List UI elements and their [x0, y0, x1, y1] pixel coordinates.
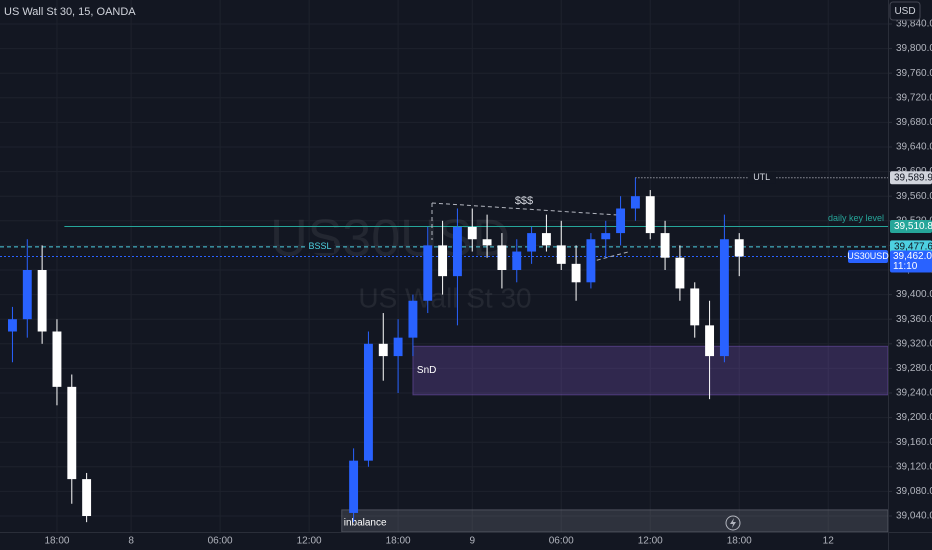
x-tick-label: 12:00: [638, 536, 663, 547]
candle-body: [660, 233, 670, 258]
candle-body: [630, 196, 640, 209]
watermark-name: US Wall St 30: [358, 282, 531, 313]
y-tick-label: 39,320.0: [896, 338, 932, 349]
candle-body: [467, 226, 477, 240]
candle-body: [616, 208, 626, 234]
level-price-label: 39,510.8: [894, 221, 932, 232]
x-tick-label: 18:00: [44, 536, 69, 547]
y-tick-label: 39,640.0: [896, 142, 932, 153]
alert-icon-bolt[interactable]: [730, 518, 736, 528]
symbol-label: US30USD: [847, 251, 889, 261]
trend-line: [431, 202, 619, 216]
y-tick-label: 39,120.0: [896, 461, 932, 472]
x-tick-label: 06:00: [208, 536, 233, 547]
x-tick-label: 06:00: [549, 536, 574, 547]
zones: SnD inbalance: [341, 345, 889, 533]
y-tick-label: 39,160.0: [896, 437, 932, 448]
candle-body: [363, 343, 373, 461]
currency-button-label[interactable]: USD: [894, 6, 915, 17]
candle-body: [556, 245, 566, 264]
price-axis-bg: [888, 0, 932, 550]
zone: [412, 345, 889, 396]
candle-body: [67, 386, 77, 480]
candle-body: [497, 245, 507, 270]
y-tick-label: 39,680.0: [896, 117, 932, 128]
candle-body: [393, 337, 403, 357]
level-name: BSSL: [308, 241, 331, 251]
candle-body: [586, 239, 596, 283]
candle-body: [22, 269, 32, 320]
candle-body: [423, 245, 433, 301]
y-tick-label: 39,400.0: [896, 289, 932, 300]
x-tick-label: 12:00: [297, 536, 322, 547]
trend-drawing: [431, 202, 629, 263]
level-label-bg: [747, 171, 776, 184]
levels: UTL daily key level BSSL: [0, 171, 888, 257]
candle-body: [408, 300, 418, 338]
zone-label: inbalance: [344, 518, 387, 529]
candles: [8, 177, 744, 523]
y-tick-label: 39,360.0: [896, 314, 932, 325]
level-price-box: [890, 240, 932, 254]
level-name: UTL: [753, 172, 770, 182]
level-price-label: 39,589.9: [894, 172, 932, 183]
x-tick-label: 12: [823, 536, 835, 547]
zone: [341, 509, 889, 533]
y-tick-label: 39,040.0: [896, 511, 932, 522]
chart-title: US Wall St 30, 15, OANDA: [4, 6, 136, 18]
candle-body: [675, 257, 685, 289]
y-tick-label: 39,280.0: [896, 363, 932, 374]
candle-body: [690, 288, 700, 326]
candle-body: [82, 479, 92, 517]
axis-labels: 39,589.9 39,510.8 39,477.639,462.011:10 US3…: [847, 171, 932, 273]
candle-body: [8, 319, 17, 332]
candle-body: [452, 226, 462, 277]
y-tick-label: 39,200.0: [896, 412, 932, 423]
candle-body: [52, 331, 62, 387]
annotation: $$$: [515, 195, 533, 207]
x-tick-label: 9: [469, 536, 475, 547]
candle-body: [349, 460, 359, 513]
last-price-countdown: 11:10: [893, 261, 918, 272]
symbol-box: [848, 249, 888, 263]
currency-button[interactable]: [889, 1, 921, 21]
last-price-label: 39,462.0: [893, 251, 932, 262]
level-name: daily key level: [828, 213, 884, 223]
y-tick-label: 39,720.0: [896, 92, 932, 103]
level-label-bg: [306, 240, 334, 253]
candle-body: [438, 245, 448, 277]
candle-body: [719, 239, 729, 357]
x-tick-label: 8: [128, 536, 134, 547]
candle-body: [645, 196, 655, 234]
level-price-box: [890, 171, 932, 185]
candle-body: [601, 233, 611, 240]
candle-body: [705, 325, 715, 357]
level-price-label: 39,477.6: [894, 242, 932, 253]
zone-label: SnD: [417, 365, 436, 376]
candle-body: [527, 233, 537, 252]
candle-body: [378, 343, 388, 357]
candle-body: [37, 269, 47, 332]
candle-body: [571, 263, 581, 283]
candle-body: [482, 239, 492, 246]
x-tick-label: 18:00: [386, 536, 411, 547]
x-tick-label: 18:00: [727, 536, 752, 547]
candle-body: [541, 233, 551, 246]
grid: [0, 0, 888, 532]
y-tick-label: 39,840.0: [896, 19, 932, 30]
level-price-box: [890, 219, 932, 233]
y-tick-label: 39,800.0: [896, 43, 932, 54]
alert-icon[interactable]: [725, 515, 741, 531]
y-tick-label: 39,080.0: [896, 486, 932, 497]
y-tick-label: 39,560.0: [896, 191, 932, 202]
y-tick-label: 39,760.0: [896, 68, 932, 79]
y-tick-label: 39,240.0: [896, 388, 932, 399]
last-price-box: [890, 250, 932, 273]
candle-body: [512, 251, 522, 270]
candle-body: [734, 239, 744, 257]
